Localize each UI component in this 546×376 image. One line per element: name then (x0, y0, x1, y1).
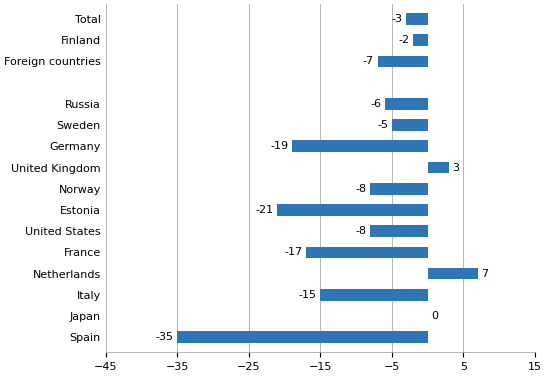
Text: -35: -35 (156, 332, 174, 342)
Bar (292, 141, 428, 152)
Bar (370, 225, 428, 237)
Bar (370, 183, 428, 195)
Text: -2: -2 (399, 35, 410, 45)
Bar (392, 119, 428, 131)
Text: -21: -21 (256, 205, 274, 215)
Text: -3: -3 (391, 14, 402, 24)
Bar (377, 56, 428, 67)
Text: 3: 3 (453, 162, 460, 173)
Text: -8: -8 (355, 184, 367, 194)
Bar (413, 34, 428, 46)
Text: -15: -15 (299, 290, 317, 300)
Text: -5: -5 (377, 120, 388, 130)
Bar (306, 247, 428, 258)
Bar (428, 268, 478, 279)
Bar (321, 289, 428, 301)
Text: 0: 0 (431, 311, 438, 321)
Bar (177, 331, 428, 343)
Bar (277, 204, 428, 216)
Bar (406, 13, 428, 25)
Text: -8: -8 (355, 226, 367, 236)
Text: -6: -6 (370, 99, 381, 109)
Bar (428, 162, 449, 173)
Text: -19: -19 (270, 141, 288, 151)
Text: -7: -7 (363, 56, 374, 67)
Text: -17: -17 (284, 247, 302, 258)
Bar (385, 98, 428, 110)
Text: 7: 7 (481, 268, 488, 279)
